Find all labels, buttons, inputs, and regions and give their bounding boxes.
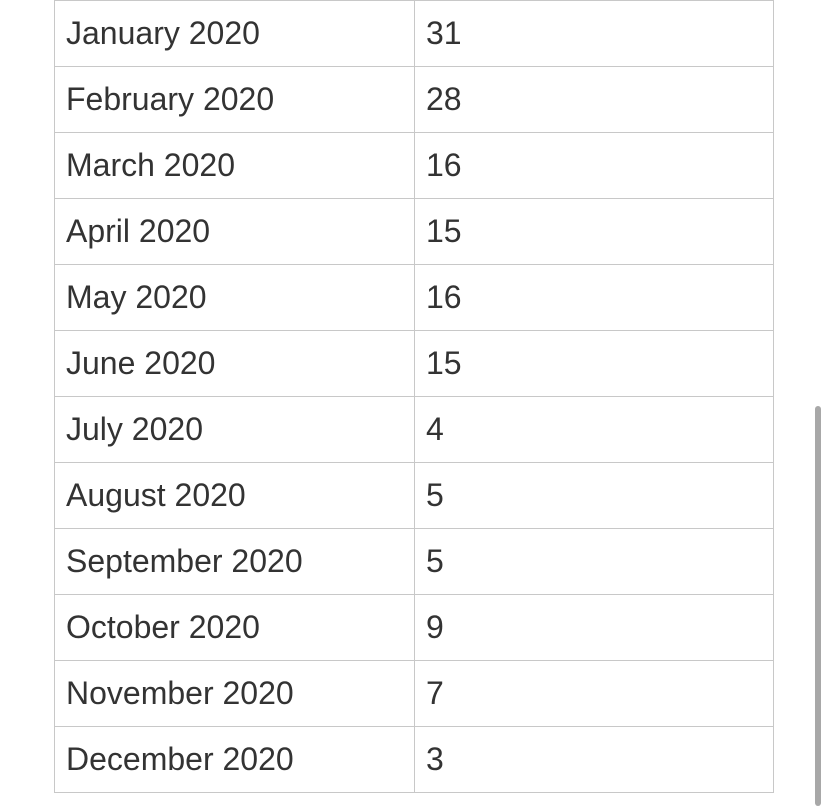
month-cell: February 2020 xyxy=(54,66,415,133)
month-cell: November 2020 xyxy=(54,660,415,727)
table-row: May 2020 16 xyxy=(54,264,774,331)
month-cell: July 2020 xyxy=(54,396,415,463)
table-row: August 2020 5 xyxy=(54,462,774,529)
table-row: March 2020 16 xyxy=(54,132,774,199)
value-cell: 15 xyxy=(414,330,774,397)
value-cell: 4 xyxy=(414,396,774,463)
value-cell: 28 xyxy=(414,66,774,133)
value-cell: 15 xyxy=(414,198,774,265)
month-cell: August 2020 xyxy=(54,462,415,529)
vertical-scrollbar[interactable] xyxy=(815,406,821,806)
value-cell: 31 xyxy=(414,0,774,67)
value-cell: 5 xyxy=(414,462,774,529)
month-cell: October 2020 xyxy=(54,594,415,661)
value-cell: 5 xyxy=(414,528,774,595)
month-cell: April 2020 xyxy=(54,198,415,265)
table-row: June 2020 15 xyxy=(54,330,774,397)
table-body: January 2020 31 February 2020 28 March 2020 1… xyxy=(54,0,774,793)
table-row: April 2020 15 xyxy=(54,198,774,265)
month-cell: March 2020 xyxy=(54,132,415,199)
table-row: July 2020 4 xyxy=(54,396,774,463)
month-cell: January 2020 xyxy=(54,0,415,67)
value-cell: 16 xyxy=(414,264,774,331)
month-cell: May 2020 xyxy=(54,264,415,331)
table-row: November 2020 7 xyxy=(54,660,774,727)
month-cell: September 2020 xyxy=(54,528,415,595)
month-cell: December 2020 xyxy=(54,726,415,793)
table-row: February 2020 28 xyxy=(54,66,774,133)
table-row: January 2020 31 xyxy=(54,0,774,67)
value-cell: 9 xyxy=(414,594,774,661)
value-cell: 16 xyxy=(414,132,774,199)
table-row: September 2020 5 xyxy=(54,528,774,595)
monthly-table: January 2020 31 February 2020 28 March 2020 1… xyxy=(54,0,774,793)
value-cell: 7 xyxy=(414,660,774,727)
table-row: December 2020 3 xyxy=(54,726,774,793)
month-cell: June 2020 xyxy=(54,330,415,397)
value-cell: 3 xyxy=(414,726,774,793)
table-row: October 2020 9 xyxy=(54,594,774,661)
